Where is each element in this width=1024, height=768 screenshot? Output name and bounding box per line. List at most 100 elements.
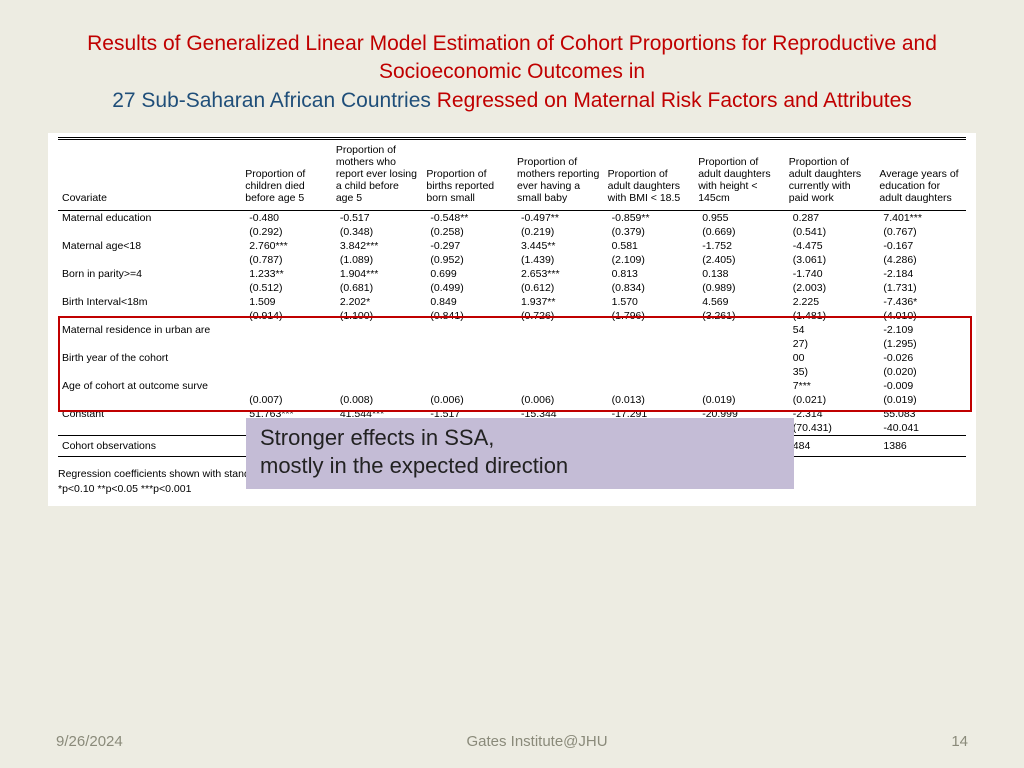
cell-se: (0.726) bbox=[513, 309, 604, 323]
cell-se: -40.041 bbox=[875, 421, 966, 436]
cell-se: (2.405) bbox=[694, 253, 785, 267]
table-row-se: (0.007)(0.008)(0.006)(0.006)(0.013)(0.01… bbox=[58, 393, 966, 407]
cell-coef bbox=[513, 379, 604, 393]
table-row: Birth year of the cohort00-0.026 bbox=[58, 351, 966, 365]
cell-se bbox=[604, 365, 695, 379]
cell-coef: 54 bbox=[785, 323, 876, 337]
col-header-1: Proportion of mothers who report ever lo… bbox=[332, 139, 423, 211]
table-row: Born in parity>=41.233**1.904***0.6992.6… bbox=[58, 267, 966, 281]
cell-se: (0.952) bbox=[422, 253, 513, 267]
cell-se: 27) bbox=[785, 337, 876, 351]
cell-se: (0.787) bbox=[241, 253, 332, 267]
row-label: Birth Interval<18m bbox=[58, 295, 241, 309]
cell-coef: 55.083 bbox=[875, 407, 966, 421]
row-label: Born in parity>=4 bbox=[58, 267, 241, 281]
cell-coef: 00 bbox=[785, 351, 876, 365]
cell-coef: -2.109 bbox=[875, 323, 966, 337]
cell-se: (1.731) bbox=[875, 281, 966, 295]
table-row: Maternal age<182.760***3.842***-0.2973.4… bbox=[58, 239, 966, 253]
cell-se bbox=[241, 337, 332, 351]
cell-coef: -4.475 bbox=[785, 239, 876, 253]
cell-coef: 0.287 bbox=[785, 211, 876, 226]
callout-line1: Stronger effects in SSA, bbox=[260, 424, 780, 452]
cell-coef: -0.859** bbox=[604, 211, 695, 226]
col-covariate: Covariate bbox=[58, 139, 241, 211]
footer-org: Gates Institute@JHU bbox=[466, 733, 607, 750]
table-row-se: 27)(1.295) bbox=[58, 337, 966, 351]
callout-box: Stronger effects in SSA, mostly in the e… bbox=[246, 418, 794, 489]
cell-coef bbox=[694, 379, 785, 393]
cell-coef bbox=[241, 323, 332, 337]
row-label: Constant bbox=[58, 407, 241, 421]
cell-se: (0.767) bbox=[875, 225, 966, 239]
col-header-0: Proportion of children died before age 5 bbox=[241, 139, 332, 211]
cell-coef: -0.297 bbox=[422, 239, 513, 253]
cell-coef: -2.314 bbox=[785, 407, 876, 421]
cell-coef: 0.138 bbox=[694, 267, 785, 281]
cell-se: (0.008) bbox=[332, 393, 423, 407]
footer-page: 14 bbox=[951, 733, 968, 750]
cell-se: (1.089) bbox=[332, 253, 423, 267]
cell-se: (0.020) bbox=[875, 365, 966, 379]
cell-se: 35) bbox=[785, 365, 876, 379]
cell-coef: 2.760*** bbox=[241, 239, 332, 253]
cell-coef: 1.509 bbox=[241, 295, 332, 309]
table-row: Maternal residence in urban are 54-2.109 bbox=[58, 323, 966, 337]
cell-se bbox=[694, 337, 785, 351]
cell-coef: 0.849 bbox=[422, 295, 513, 309]
row-label: Maternal age<18 bbox=[58, 239, 241, 253]
results-table: CovariateProportion of children died bef… bbox=[58, 137, 966, 457]
cell-se: (4.286) bbox=[875, 253, 966, 267]
cell-se: (0.841) bbox=[422, 309, 513, 323]
title-part3: Regressed on Maternal Risk Factors and A… bbox=[437, 89, 912, 112]
cell-coef: 7*** bbox=[785, 379, 876, 393]
cell-coef: -0.026 bbox=[875, 351, 966, 365]
cell-coef: 0.699 bbox=[422, 267, 513, 281]
col-header-4: Proportion of adult daughters with BMI <… bbox=[604, 139, 695, 211]
cell-se: (3.261) bbox=[694, 309, 785, 323]
col-header-5: Proportion of adult daughters with heigh… bbox=[694, 139, 785, 211]
cell-se bbox=[604, 337, 695, 351]
cell-se: (0.348) bbox=[332, 225, 423, 239]
cell-coef: 2.225 bbox=[785, 295, 876, 309]
cell-se: (0.006) bbox=[422, 393, 513, 407]
cell-coef: 3.842*** bbox=[332, 239, 423, 253]
cell-coef bbox=[332, 379, 423, 393]
row-label: Maternal residence in urban are bbox=[58, 323, 241, 337]
cell-coef: 4.569 bbox=[694, 295, 785, 309]
cell-coef: 0.813 bbox=[604, 267, 695, 281]
cell-coef: 3.445** bbox=[513, 239, 604, 253]
cell-se: (0.512) bbox=[241, 281, 332, 295]
cell-coef bbox=[332, 323, 423, 337]
cell-se: (2.109) bbox=[604, 253, 695, 267]
cell-se: (0.834) bbox=[604, 281, 695, 295]
cell-se: (0.499) bbox=[422, 281, 513, 295]
cell-coef bbox=[422, 351, 513, 365]
cell-coef: -2.184 bbox=[875, 267, 966, 281]
cell-se bbox=[422, 337, 513, 351]
cell-coef bbox=[422, 323, 513, 337]
col-header-6: Proportion of adult daughters currently … bbox=[785, 139, 876, 211]
table-row: Age of cohort at outcome surve7***-0.009 bbox=[58, 379, 966, 393]
cell-se: (3.061) bbox=[785, 253, 876, 267]
cell-coef bbox=[604, 351, 695, 365]
row-label: Maternal education bbox=[58, 211, 241, 226]
cell-coef: 0.955 bbox=[694, 211, 785, 226]
cell-coef: -0.517 bbox=[332, 211, 423, 226]
cell-se: (0.379) bbox=[604, 225, 695, 239]
cell-se: (0.612) bbox=[513, 281, 604, 295]
table-row: Maternal education-0.480-0.517-0.548**-0… bbox=[58, 211, 966, 226]
callout-line2: mostly in the expected direction bbox=[260, 452, 780, 480]
cell-se bbox=[513, 337, 604, 351]
cell-se: (0.006) bbox=[513, 393, 604, 407]
cell-se: (0.681) bbox=[332, 281, 423, 295]
cell-se bbox=[241, 365, 332, 379]
cell-se bbox=[694, 365, 785, 379]
cell-coef: 0.581 bbox=[604, 239, 695, 253]
cell-coef: 1.570 bbox=[604, 295, 695, 309]
table-row-se: (0.512)(0.681)(0.499)(0.612)(0.834)(0.98… bbox=[58, 281, 966, 295]
table-row: Birth Interval<18m1.5092.202*0.8491.937*… bbox=[58, 295, 966, 309]
cell-coef: -0.009 bbox=[875, 379, 966, 393]
cell-se: (1.295) bbox=[875, 337, 966, 351]
cell-coef bbox=[694, 323, 785, 337]
